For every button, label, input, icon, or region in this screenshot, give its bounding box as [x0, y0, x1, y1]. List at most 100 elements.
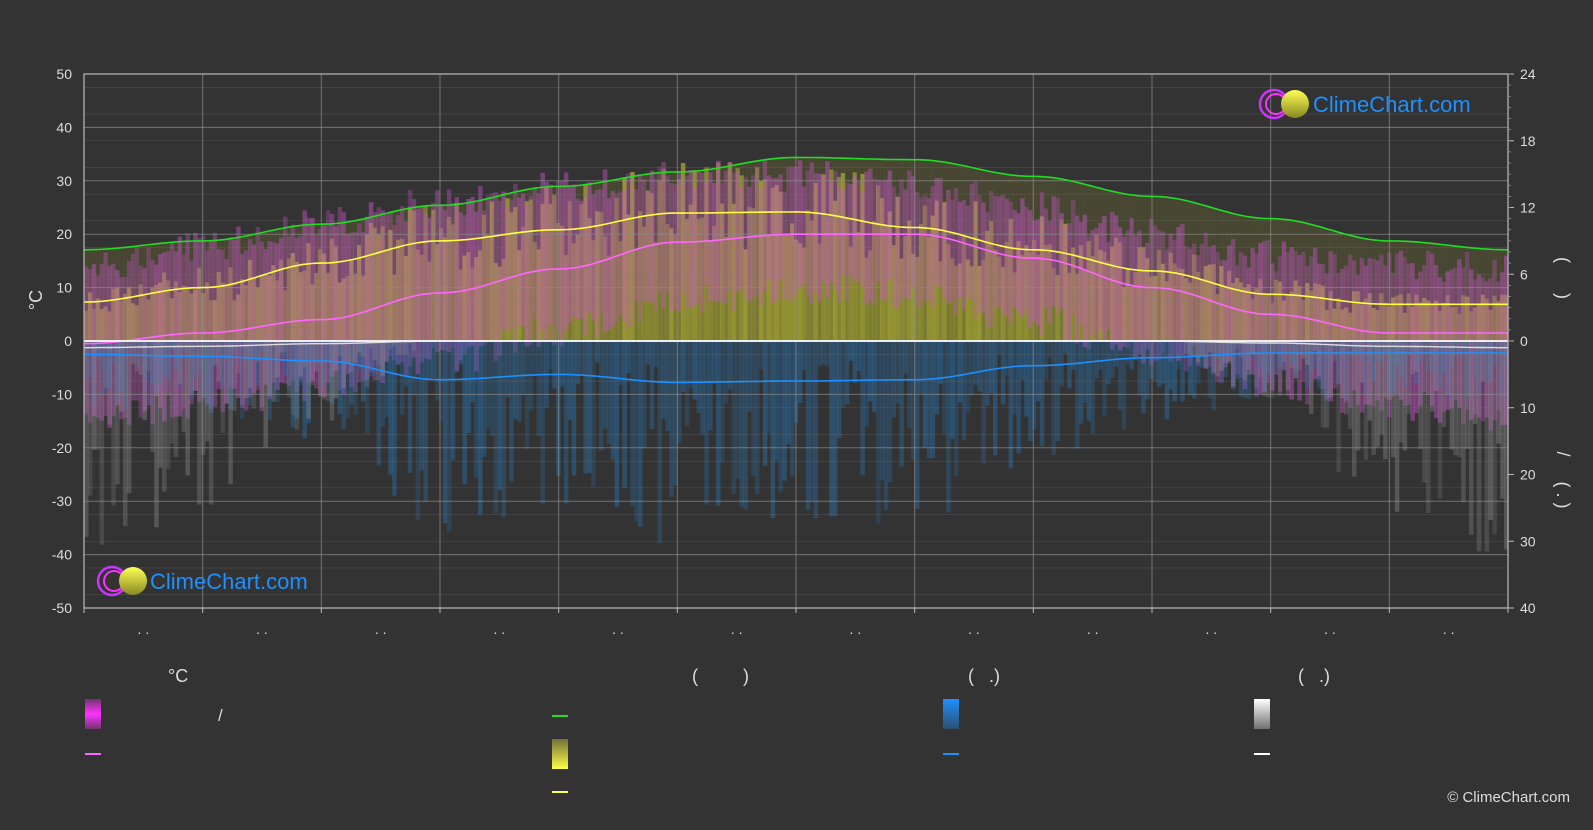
right-top-tick-label: 24	[1520, 66, 1536, 82]
temp-range-bar	[454, 197, 460, 371]
rain-bar	[1098, 341, 1103, 370]
snow-bar	[1449, 341, 1454, 450]
rain-bar	[392, 341, 397, 496]
rain-bar	[634, 341, 639, 522]
rain-bar	[610, 341, 616, 460]
sunshine-bar	[1231, 283, 1236, 341]
temp-range-bar	[630, 173, 635, 325]
daylight-bar	[965, 166, 971, 341]
rain-bar	[1351, 341, 1357, 356]
temp-range-bar	[271, 242, 276, 383]
snow-bar	[1320, 341, 1326, 428]
rain-bar	[762, 341, 768, 466]
rain-bar	[271, 341, 276, 403]
temp-range-bar	[1297, 255, 1302, 401]
rain-bar	[1199, 341, 1205, 368]
rain-bar	[470, 341, 475, 402]
rain-bar	[279, 341, 284, 359]
temp-range-bar	[875, 179, 881, 282]
snow-bar	[119, 341, 124, 412]
snow-bar	[87, 341, 93, 496]
sunshine-bar	[614, 197, 620, 341]
sunshine-bar	[755, 167, 760, 341]
daylight-bar	[957, 165, 963, 341]
rain-bar	[466, 341, 471, 434]
temp-range-bar	[185, 233, 190, 419]
snow-bar	[1398, 341, 1404, 443]
temp-range-bar	[731, 172, 737, 312]
axes-layer: 50 40 30 20 10 0 -10 -20 -30 -40 -50 24 18 12 6 0 10 20 30…	[52, 66, 1536, 637]
temp-range-bar	[368, 202, 374, 372]
sunshine-bar	[1254, 288, 1259, 341]
sunshine-bar	[1488, 309, 1493, 341]
rain-bar	[1258, 341, 1263, 368]
rain-bar	[1363, 341, 1369, 397]
rain-bar	[115, 341, 120, 401]
temp-range-bar	[719, 182, 725, 303]
rain-bar	[302, 341, 307, 439]
temp-range-bar	[544, 181, 549, 341]
rain-bar	[1129, 341, 1135, 370]
rain-bar	[1488, 341, 1493, 381]
temp-range-bar	[236, 226, 241, 398]
daylight-bar	[146, 244, 151, 341]
snow-bar	[169, 341, 175, 444]
rain-bar	[1203, 341, 1209, 368]
temp-range-bar	[1328, 251, 1334, 402]
sunshine-bar	[1238, 282, 1244, 341]
rain-bar	[411, 341, 417, 396]
temp-range-bar	[829, 179, 834, 283]
rain-bar	[1320, 341, 1326, 396]
sunshine-bar	[282, 290, 288, 341]
daylight-bar	[232, 238, 237, 341]
rain-bar	[1000, 341, 1006, 405]
temp-range-bar	[286, 236, 292, 386]
rain-bar	[1242, 341, 1248, 399]
legend: °C / ( ) ( .) ( .)	[85, 666, 1330, 793]
sunshine-bar	[552, 194, 557, 341]
sunshine-bar	[505, 198, 510, 341]
sunshine-bar	[228, 267, 233, 341]
temp-range-bar	[930, 186, 936, 307]
sunshine-bar	[169, 298, 175, 341]
sunshine-bar	[829, 169, 834, 341]
right-bottom-tick-label: 20	[1520, 467, 1536, 483]
daylight-bar	[1067, 180, 1072, 341]
rain-bar	[1188, 341, 1193, 395]
temp-range-bar	[1309, 256, 1314, 396]
sunshine-bar	[813, 182, 819, 341]
temp-range-bar	[1008, 201, 1014, 325]
legend-swatch-rain-range	[943, 699, 959, 729]
temp-range-bar	[946, 190, 951, 305]
rain-bar	[903, 341, 908, 374]
sunshine-bar	[1453, 306, 1458, 341]
sunshine-bar	[942, 202, 947, 341]
snow-bar	[126, 341, 132, 494]
rain-bar	[282, 341, 288, 376]
rain-bar	[91, 341, 97, 407]
temp-range-bar	[852, 175, 858, 283]
right-bottom-axis-title: / ( . )	[1553, 452, 1573, 509]
rain-bar	[1344, 341, 1349, 400]
temp-range-bar	[634, 188, 639, 303]
sunshine-bar	[524, 201, 530, 341]
sunshine-bar	[310, 284, 315, 341]
rain-bar	[458, 341, 464, 364]
sunshine-bar	[1324, 310, 1330, 341]
daylight-bar	[1332, 231, 1337, 341]
rain-bar	[333, 341, 339, 352]
daylight-bar	[1453, 246, 1458, 341]
temp-range-bar	[1336, 273, 1341, 385]
daylight-bar	[1394, 241, 1400, 341]
temp-range-bar	[1422, 265, 1427, 393]
sunshine-bar	[1418, 302, 1423, 341]
snow-bar	[1465, 341, 1470, 449]
rain-bar	[712, 341, 717, 384]
sunshine-bar	[411, 210, 417, 341]
sunshine-bar	[548, 203, 553, 341]
daylight-bar	[1316, 226, 1322, 341]
sunshine-bar	[723, 236, 729, 341]
temp-range-bar	[431, 202, 436, 349]
temp-range-bar	[1168, 233, 1174, 362]
